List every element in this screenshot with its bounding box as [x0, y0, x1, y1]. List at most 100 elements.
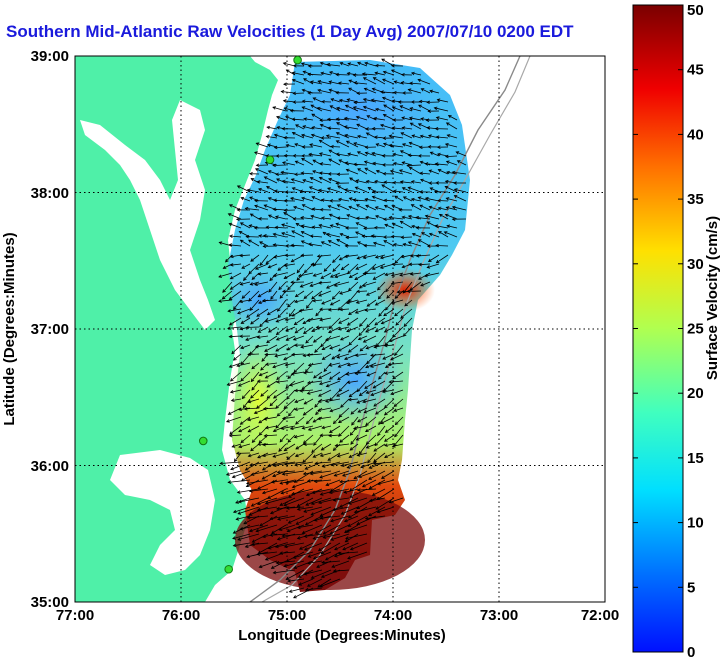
- velocity-arrow: [317, 107, 332, 112]
- velocity-arrow: [366, 299, 377, 307]
- velocity-arrow-head: [339, 307, 343, 312]
- velocity-arrow: [381, 317, 395, 324]
- velocity-arrow: [293, 551, 314, 559]
- velocity-arrow-head: [388, 134, 393, 138]
- velocity-arrow: [325, 551, 341, 561]
- velocity-arrow: [381, 58, 395, 67]
- velocity-arrow-head: [324, 337, 329, 342]
- velocity-arrow-head: [320, 550, 325, 555]
- velocity-arrow: [370, 389, 386, 396]
- velocity-arrow: [218, 272, 233, 278]
- velocity-arrow: [368, 470, 386, 480]
- velocity-arrow: [346, 214, 359, 220]
- velocity-arrow: [375, 72, 386, 76]
- velocity-arrow: [302, 524, 323, 534]
- velocity-arrow-head: [401, 143, 406, 147]
- velocity-arrow: [308, 73, 323, 76]
- velocity-arrow: [285, 479, 305, 484]
- velocity-arrow: [347, 362, 359, 366]
- velocity-arrow-head: [240, 345, 244, 350]
- velocity-arrow-head: [355, 204, 360, 208]
- velocity-arrow: [348, 63, 359, 67]
- velocity-arrow: [295, 160, 305, 166]
- velocity-arrow-head: [318, 293, 322, 297]
- velocity-arrow-head: [291, 117, 296, 122]
- velocity-arrow-head: [371, 195, 376, 199]
- velocity-arrow: [251, 178, 260, 184]
- velocity-arrow-head: [275, 348, 280, 352]
- velocity-arrow: [372, 380, 386, 389]
- velocity-arrow: [292, 132, 305, 139]
- velocity-arrow-head: [290, 372, 295, 376]
- velocity-arrow-head: [281, 533, 286, 538]
- velocity-arrow-head: [363, 243, 367, 248]
- velocity-arrow: [332, 263, 341, 272]
- velocity-arrow: [269, 398, 278, 406]
- velocity-arrow-head: [395, 322, 400, 326]
- velocity-arrow-head: [400, 254, 405, 259]
- velocity-arrow-head: [295, 222, 300, 227]
- velocity-arrow: [410, 122, 422, 130]
- velocity-arrow-head: [361, 234, 366, 239]
- velocity-arrow: [338, 425, 350, 437]
- velocity-arrow-head: [328, 213, 333, 218]
- velocity-arrow-head: [264, 319, 269, 323]
- velocity-arrow-head: [364, 151, 369, 155]
- velocity-arrow-head: [365, 127, 369, 131]
- velocity-arrow: [301, 197, 314, 202]
- velocity-arrow-head: [290, 178, 295, 182]
- velocity-arrow-head: [404, 302, 408, 307]
- velocity-arrow-head: [275, 319, 280, 323]
- velocity-arrow: [330, 515, 350, 522]
- velocity-arrow-head: [407, 153, 412, 158]
- velocity-arrow-head: [401, 161, 406, 165]
- velocity-arrow: [377, 479, 395, 485]
- velocity-arrow: [257, 290, 269, 298]
- velocity-arrow-head: [391, 444, 396, 448]
- velocity-arrow-head: [283, 447, 288, 452]
- velocity-arrow-head: [381, 163, 386, 167]
- velocity-arrow-head: [418, 276, 422, 280]
- velocity-arrow-head: [290, 258, 295, 263]
- velocity-arrow: [385, 299, 395, 311]
- velocity-arrow: [267, 126, 278, 130]
- y-tick-label: 39:00: [31, 48, 69, 65]
- velocity-arrow-head: [453, 195, 458, 199]
- velocity-arrow: [365, 308, 377, 311]
- velocity-arrow-head: [256, 501, 261, 506]
- velocity-arrow-head: [325, 134, 330, 138]
- velocity-arrow: [323, 533, 341, 539]
- velocity-arrow: [346, 524, 368, 533]
- velocity-arrow: [282, 180, 296, 184]
- velocity-arrow-head: [328, 158, 332, 162]
- velocity-arrow: [229, 425, 242, 435]
- velocity-arrow: [249, 461, 269, 466]
- velocity-arrow-head: [444, 185, 449, 190]
- velocity-arrow-head: [276, 537, 281, 541]
- velocity-arrow-head: [375, 143, 380, 147]
- velocity-arrow: [290, 197, 305, 202]
- velocity-arrow-head: [374, 302, 379, 306]
- velocity-arrow-head: [284, 317, 289, 322]
- velocity-arrow-head: [232, 357, 237, 361]
- velocity-arrow-head: [356, 91, 361, 96]
- velocity-arrow-head: [257, 329, 262, 333]
- velocity-arrow: [393, 407, 404, 412]
- velocity-arrow-head: [285, 143, 290, 148]
- velocity-arrow: [346, 371, 359, 375]
- velocity-arrow-head: [244, 544, 249, 548]
- velocity-arrow-head: [311, 295, 315, 300]
- velocity-arrow: [391, 299, 404, 304]
- velocity-arrow-head: [400, 315, 404, 319]
- velocity-arrow: [284, 443, 296, 452]
- velocity-arrow-head: [294, 299, 298, 304]
- velocity-arrow-head: [236, 490, 241, 494]
- velocity-arrow: [321, 217, 332, 220]
- velocity-arrow: [392, 106, 404, 112]
- velocity-arrow: [313, 452, 323, 458]
- velocity-arrow-head: [434, 126, 439, 131]
- velocity-arrow-head: [247, 417, 251, 422]
- velocity-arrow-head: [272, 428, 277, 432]
- velocity-arrow: [446, 122, 458, 130]
- velocity-arrow-head: [303, 547, 308, 551]
